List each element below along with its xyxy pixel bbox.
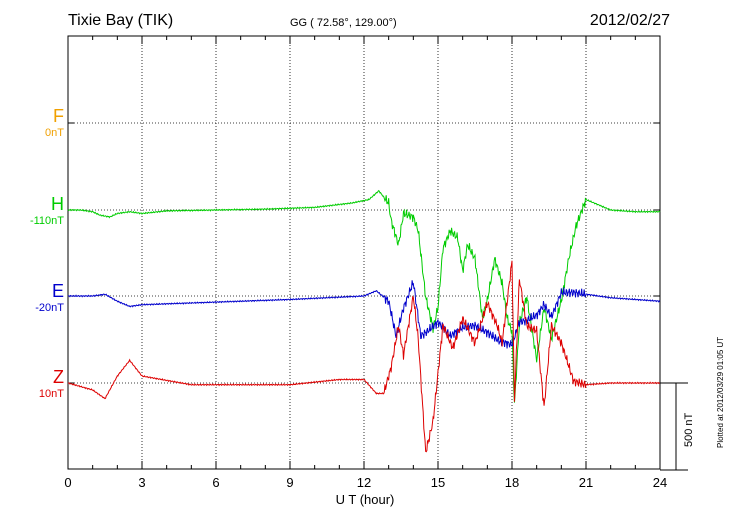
x-tick-label-9: 9 xyxy=(286,475,293,490)
x-tick-labels: 0 3 6 9 12 15 18 21 24 xyxy=(64,475,667,490)
x-tick-label-6: 6 xyxy=(212,475,219,490)
series-line-h xyxy=(67,189,661,403)
series-line-e xyxy=(67,280,661,349)
x-tick-label-0: 0 xyxy=(64,475,71,490)
x-tick-label-12: 12 xyxy=(357,475,371,490)
x-tick-label-3: 3 xyxy=(138,475,145,490)
component-e-base: -20nT xyxy=(35,302,64,314)
scale-bar xyxy=(660,382,688,471)
component-f-letter: F xyxy=(53,106,64,126)
component-h: H -110nT xyxy=(4,194,64,227)
x-tick-label-21: 21 xyxy=(579,475,593,490)
coordinates-label: GG ( 72.58°, 129.00°) xyxy=(290,17,397,29)
date-label: 2012/02/27 xyxy=(589,12,670,29)
tick-marks xyxy=(67,36,661,469)
component-e-letter: E xyxy=(51,281,64,301)
component-f-base: 0nT xyxy=(45,127,64,139)
component-f: F 0nT xyxy=(4,106,64,139)
plotted-timestamp: Plotted at 2012/03/29 01:05 UT xyxy=(716,336,725,448)
x-tick-label-24: 24 xyxy=(653,475,667,490)
x-tick-label-15: 15 xyxy=(431,475,445,490)
component-z: Z 10nT xyxy=(4,367,64,400)
component-h-base: -110nT xyxy=(29,215,64,227)
scale-bar-label: 500 nT xyxy=(683,412,695,447)
series-line-z xyxy=(67,260,661,453)
grid-lines xyxy=(68,36,660,469)
component-z-base: 10nT xyxy=(38,388,64,400)
series-lines xyxy=(67,189,661,453)
component-z-letter: Z xyxy=(53,367,64,387)
x-tick-label-18: 18 xyxy=(505,475,519,490)
x-axis-label: U T (hour) xyxy=(335,492,395,507)
component-e: E -20nT xyxy=(4,281,64,314)
component-h-letter: H xyxy=(51,194,64,214)
station-title: Tixie Bay (TIK) xyxy=(68,12,174,29)
